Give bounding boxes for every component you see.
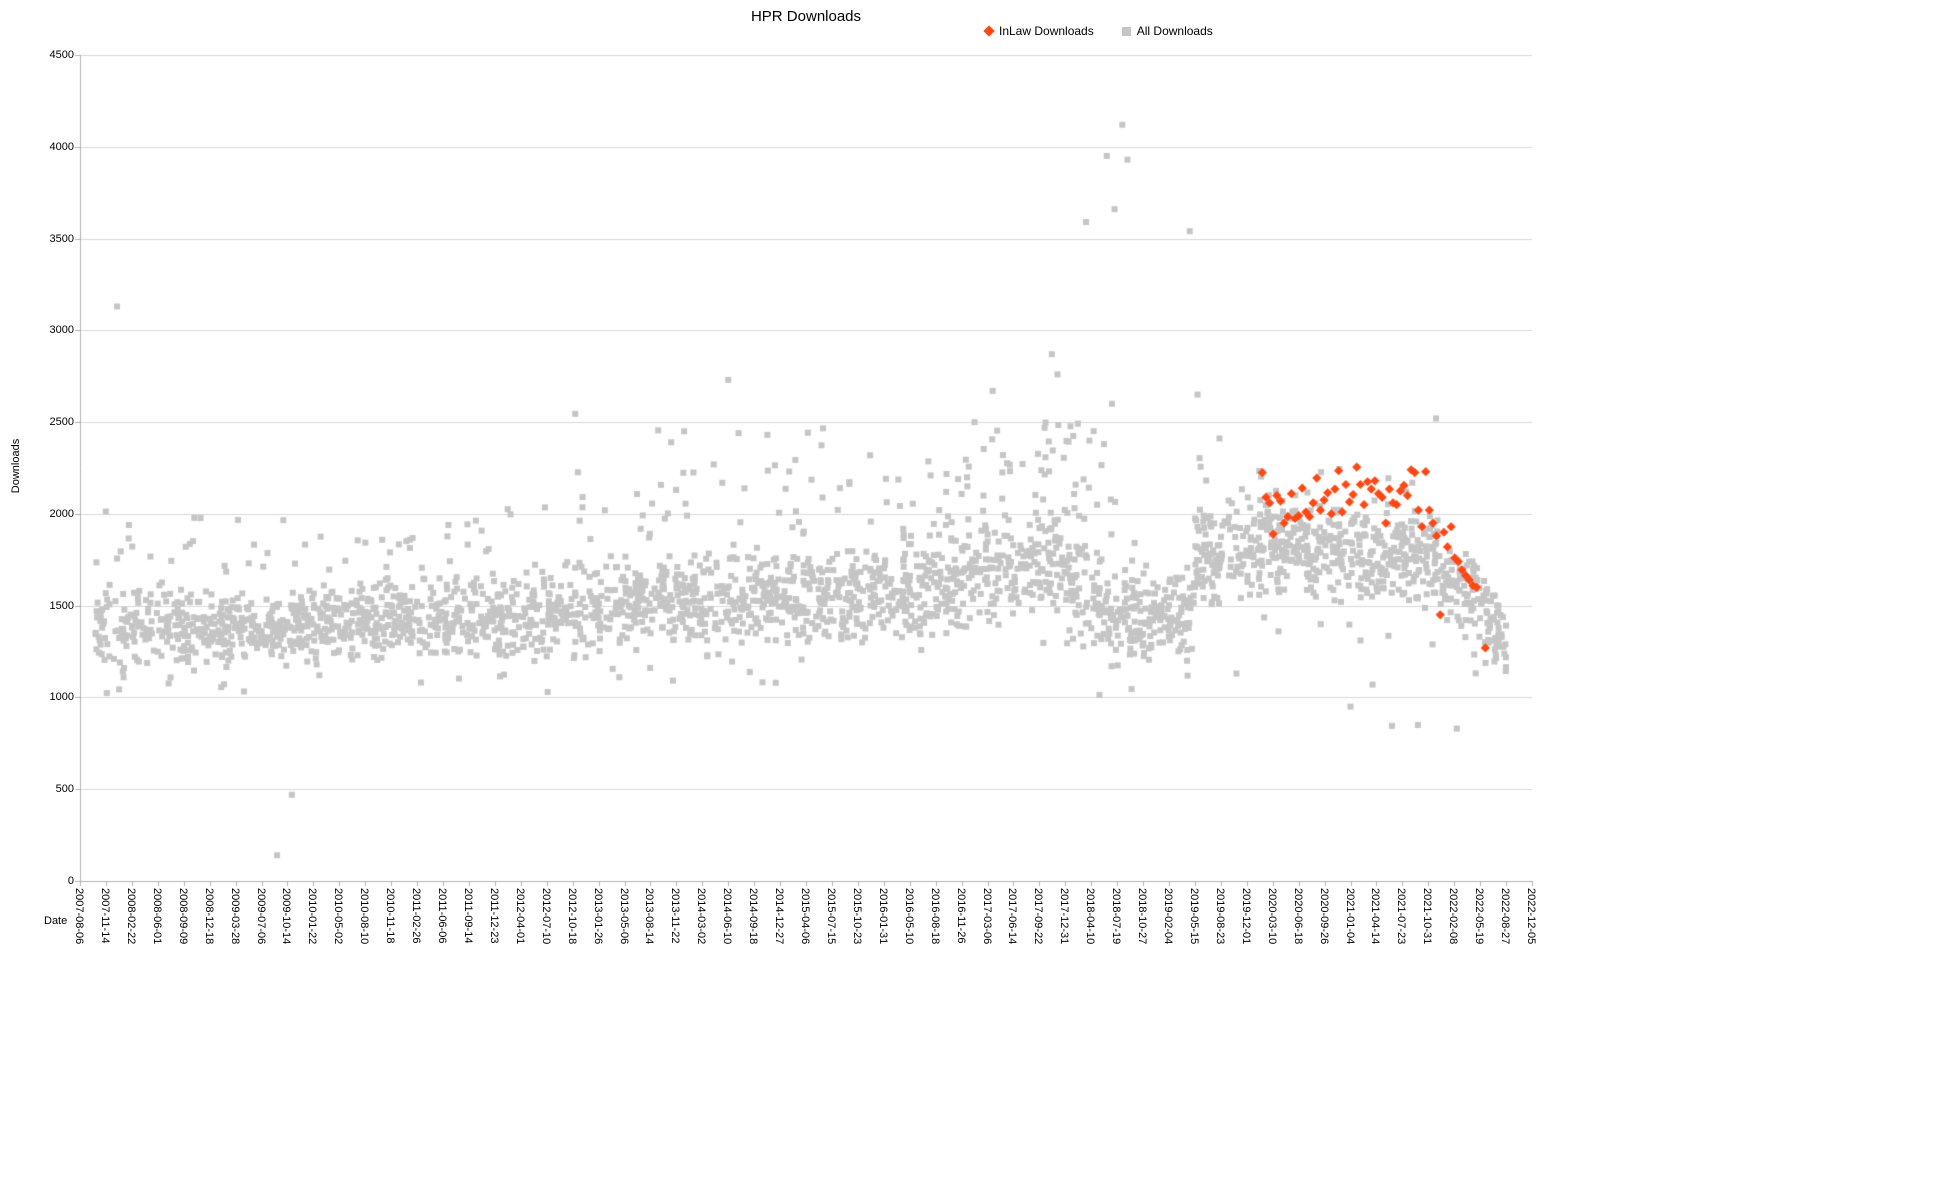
x-tick-label: 2012-10-18 [565, 888, 578, 945]
y-tick-label: 0 [67, 875, 74, 887]
x-tick-label: 2016-11-26 [954, 888, 967, 944]
x-tick-label: 2020-03-10 [1265, 888, 1278, 945]
y-tick-label: 2500 [49, 416, 74, 429]
y-tick-label: 3500 [49, 232, 74, 245]
x-tick-label: 2007-08-06 [73, 888, 85, 945]
x-tick-label: 2017-12-31 [1058, 888, 1071, 945]
x-tick-label: 2012-04-01 [513, 888, 526, 945]
x-tick-label: 2012-07-10 [539, 888, 552, 945]
x-tick-label: 2022-08-27 [1499, 888, 1512, 945]
x-tick-label: 2013-11-22 [669, 888, 682, 944]
x-tick-label: 2008-12-18 [202, 888, 215, 945]
x-tick-label: 2008-09-09 [176, 888, 189, 945]
x-tick-label: 2021-01-04 [1343, 888, 1356, 945]
x-tick-label: 2009-03-28 [228, 888, 241, 945]
x-tick-label: 2016-08-18 [928, 888, 941, 945]
x-axis-title: Date [44, 915, 68, 927]
y-tick-label: 1000 [49, 691, 74, 704]
x-tick-label: 2015-07-15 [824, 888, 837, 945]
x-tick-label: 2010-05-02 [332, 888, 345, 945]
y-tick-label: 2000 [49, 507, 74, 520]
x-tick-label: 2015-04-06 [799, 888, 811, 945]
y-tick-label: 4000 [49, 140, 74, 153]
x-tick-label: 2022-05-19 [1473, 888, 1486, 945]
legend: InLaw Downloads All Downloads [983, 24, 1213, 38]
x-tick-label: 2009-07-06 [254, 888, 267, 945]
x-tick-label: 2020-06-18 [1291, 888, 1304, 945]
x-tick-label: 2021-07-23 [1395, 888, 1408, 945]
all-square-marker-icon [1121, 26, 1131, 36]
legend-label-all: All Downloads [1136, 24, 1213, 38]
x-tick-label: 2022-12-05 [1525, 888, 1537, 945]
x-tick-label: 2013-05-06 [617, 888, 630, 945]
x-tick-label: 2017-09-22 [1032, 888, 1045, 945]
x-tick-label: 2017-03-06 [980, 888, 993, 945]
x-tick-label: 2019-08-23 [1213, 888, 1226, 945]
x-tick-label: 2007-11-14 [98, 888, 111, 944]
legend-item-inlaw: InLaw Downloads [983, 24, 1094, 38]
x-tick-label: 2019-02-04 [1162, 888, 1174, 945]
x-tick-label: 2021-04-14 [1369, 888, 1382, 945]
y-axis-title: Downloads [10, 438, 22, 494]
x-tick-label: 2014-12-27 [773, 888, 786, 945]
x-tick-label: 2019-12-01 [1239, 888, 1252, 945]
x-tick-label: 2011-09-14 [461, 888, 474, 944]
x-tick-label: 2010-08-10 [358, 888, 371, 945]
y-tick-label: 4500 [49, 49, 74, 61]
x-tick-label: 2011-12-23 [487, 888, 500, 944]
x-tick-label: 2017-06-14 [1006, 888, 1019, 945]
x-tick-label: 2008-06-01 [150, 888, 163, 945]
x-tick-label: 2011-02-26 [410, 888, 423, 944]
x-tick-label: 2008-02-22 [124, 888, 137, 945]
x-tick-label: 2018-04-10 [1084, 888, 1097, 945]
chart-title: HPR Downloads [750, 8, 862, 25]
x-tick-label: 2009-10-14 [280, 888, 293, 945]
legend-item-all: All Downloads [1121, 24, 1213, 38]
x-tick-label: 2018-07-19 [1110, 888, 1123, 945]
y-tick-label: 3000 [49, 324, 74, 337]
x-tick-label: 2018-10-27 [1136, 888, 1149, 945]
x-tick-label: 2010-11-18 [384, 888, 397, 944]
y-tick-label: 1500 [49, 599, 74, 612]
x-tick-label: 2015-10-23 [850, 888, 863, 945]
x-tick-label: 2016-05-10 [902, 888, 915, 945]
y-tick-label: 500 [55, 783, 74, 796]
x-tick-label: 2013-01-26 [591, 888, 604, 945]
x-tick-label: 2011-06-06 [436, 888, 448, 944]
x-tick-label: 2016-01-31 [876, 888, 889, 945]
x-tick-label: 2010-01-22 [306, 888, 319, 945]
x-tick-label: 2013-08-14 [643, 888, 656, 945]
x-tick-label: 2021-10-31 [1421, 888, 1434, 945]
x-tick-label: 2014-06-10 [721, 888, 734, 945]
x-tick-label: 2022-02-08 [1447, 888, 1460, 945]
x-tick-label: 2020-09-26 [1317, 888, 1330, 945]
x-tick-label: 2019-05-15 [1187, 888, 1200, 945]
legend-label-inlaw: InLaw Downloads [999, 24, 1094, 38]
inlaw-diamond-marker-icon [983, 25, 995, 37]
x-tick-label: 2014-09-18 [747, 888, 760, 945]
x-tick-label: 2014-03-02 [695, 888, 708, 945]
